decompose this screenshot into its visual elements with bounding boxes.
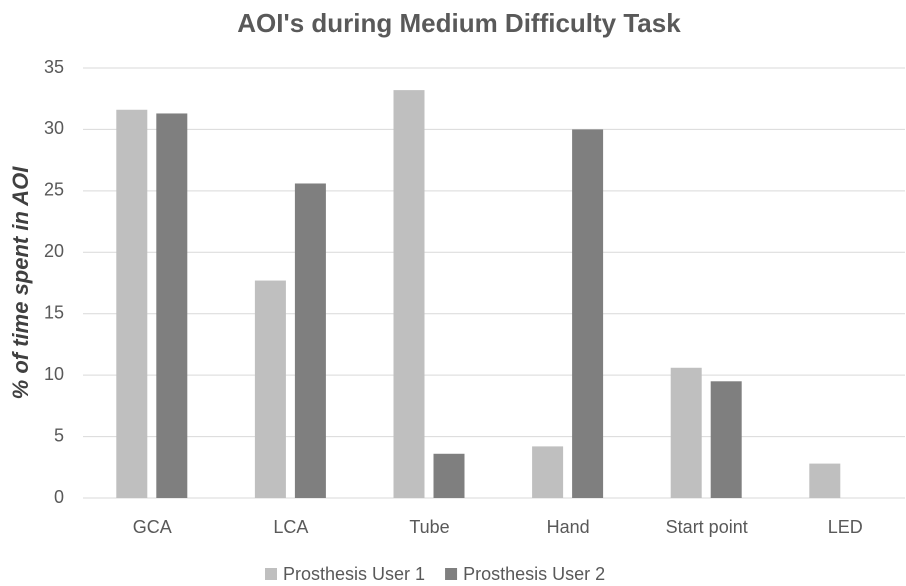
bar	[710, 381, 742, 498]
bar	[156, 113, 188, 498]
bar	[670, 367, 702, 498]
bar	[393, 90, 425, 498]
bar	[294, 183, 326, 498]
x-tick-label: GCA	[133, 517, 172, 537]
y-tick-label: 10	[44, 364, 64, 384]
x-tick-label: Hand	[547, 517, 590, 537]
bar	[433, 453, 465, 498]
bar	[254, 280, 286, 498]
y-tick-label: 0	[54, 487, 64, 507]
y-tick-label: 20	[44, 241, 64, 261]
y-tick-label: 25	[44, 180, 64, 200]
bar	[532, 446, 564, 498]
y-tick-label: 15	[44, 302, 64, 322]
legend-label: Prosthesis User 1	[283, 564, 425, 584]
y-tick-label: 5	[54, 425, 64, 445]
legend-label: Prosthesis User 2	[463, 564, 605, 584]
y-tick-label: 30	[44, 118, 64, 138]
x-tick-label: Tube	[409, 517, 449, 537]
y-tick-label: 35	[44, 57, 64, 77]
x-tick-label: Start point	[666, 517, 748, 537]
x-tick-label: LCA	[273, 517, 308, 537]
y-axis-label: % of time spent in AOI	[8, 166, 33, 400]
legend-swatch	[265, 568, 277, 580]
x-tick-label: LED	[828, 517, 863, 537]
legend-swatch	[445, 568, 458, 580]
chart-title: AOI's during Medium Difficulty Task	[237, 8, 681, 38]
bar	[809, 463, 841, 498]
bar	[116, 109, 148, 499]
bar	[572, 129, 604, 498]
